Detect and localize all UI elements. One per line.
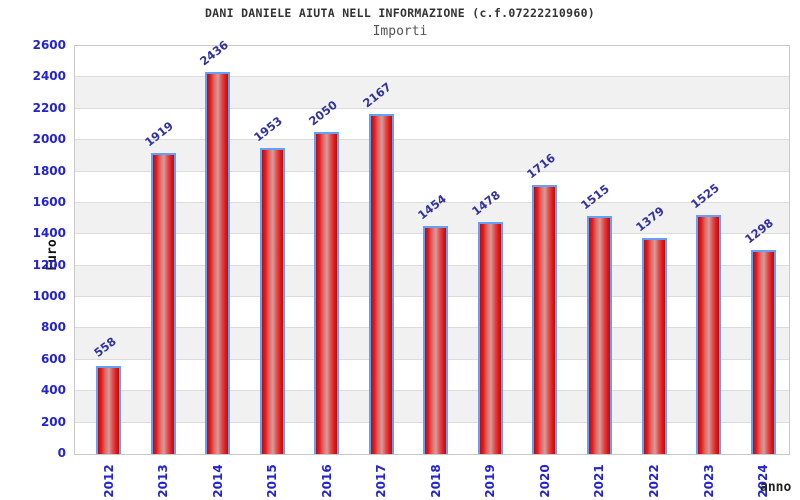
chart-subtitle: Importi (372, 24, 428, 39)
y-tick-label: 1800 (32, 163, 66, 178)
bar (314, 132, 340, 454)
y-tick-label: 600 (40, 351, 66, 366)
bar (750, 250, 776, 454)
y-tick-label: 0 (57, 446, 66, 460)
gridline (75, 170, 789, 172)
x-tick-label: 2012 (101, 464, 116, 498)
bar (96, 366, 121, 454)
x-tick-label: 2023 (701, 464, 716, 498)
bar (532, 184, 558, 454)
bar (477, 222, 503, 454)
bar (423, 225, 449, 454)
x-tick-label: 2020 (537, 464, 552, 498)
y-tick-label: 2600 (32, 38, 66, 52)
bar (696, 214, 722, 454)
gridline (75, 201, 789, 203)
x-tick-label: 2021 (592, 464, 607, 498)
plot-band (75, 77, 789, 109)
y-tick-label: 1200 (32, 257, 66, 272)
y-tick-label: 2400 (32, 69, 66, 84)
x-tick-label: 2022 (647, 464, 661, 498)
y-tick-label: 1400 (32, 226, 66, 241)
bar (150, 152, 176, 454)
y-tick-label: 2000 (32, 132, 66, 147)
x-tick-label: 2018 (428, 464, 443, 498)
gridline (75, 139, 789, 141)
bar (205, 71, 231, 454)
bar (641, 237, 667, 454)
bar (586, 216, 612, 454)
gridline (75, 107, 789, 109)
x-tick-label: 2019 (483, 464, 498, 498)
y-tick-label: 2200 (32, 100, 66, 115)
y-tick-label: 200 (40, 414, 66, 429)
bar (368, 113, 394, 454)
chart-title: DANI DANIELE AIUTA NELL INFORMAZIONE (c.… (204, 6, 596, 20)
plot-area: 558 1919 2436 1953 2050 2167 1454 1478 1716 1515 1… (74, 37, 790, 455)
gridline (75, 76, 789, 78)
x-tick-label: 2017 (374, 464, 389, 498)
bar (259, 147, 285, 454)
x-tick-label: 2015 (265, 464, 280, 498)
x-axis-title: anno (760, 480, 792, 495)
y-tick-label: 1000 (32, 289, 66, 304)
x-tick-label: 2016 (319, 464, 334, 498)
x-tick-label: 2014 (210, 464, 225, 498)
y-tick-label: 800 (40, 320, 66, 335)
x-tick-label: 2013 (156, 464, 171, 498)
y-tick-label: 1600 (32, 194, 66, 209)
y-tick-label: 400 (40, 383, 66, 398)
plot-band (75, 140, 789, 172)
